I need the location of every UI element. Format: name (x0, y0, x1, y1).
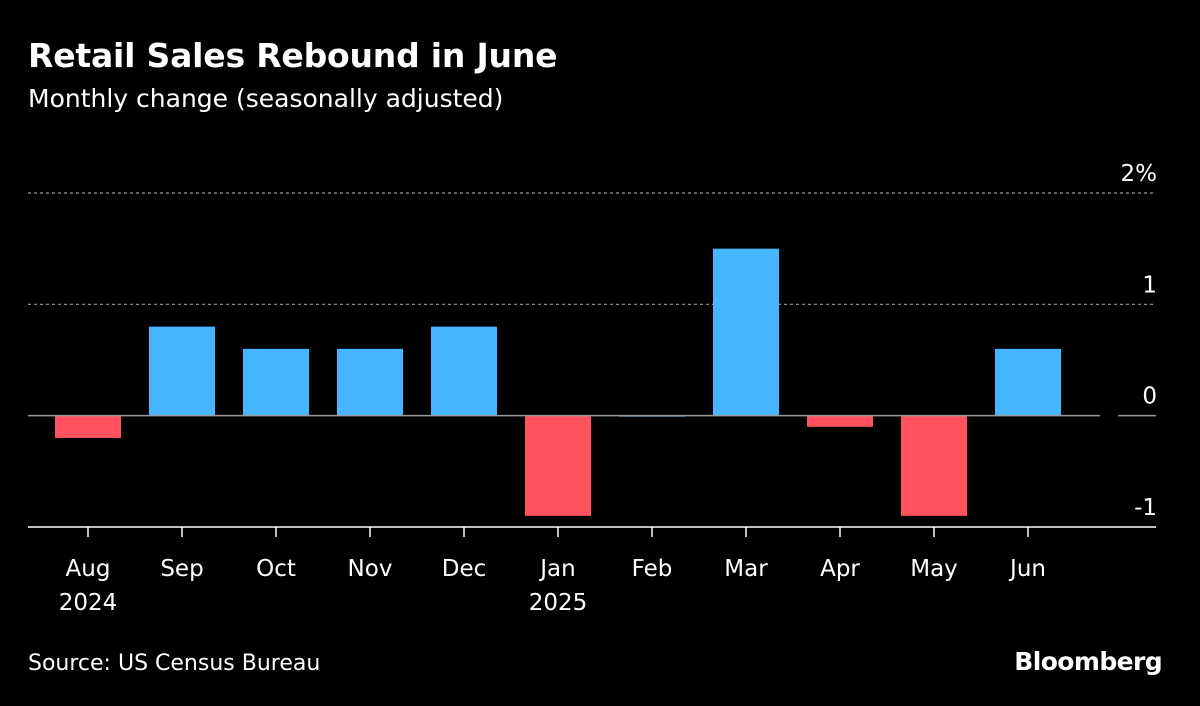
bloomberg-logo: Bloomberg (1014, 647, 1162, 676)
x-tick-label: Dec (442, 556, 487, 582)
bars (55, 248, 1061, 516)
x-tick-label: Apr (820, 556, 860, 582)
bar-aug (55, 415, 121, 438)
x-tick-label: Sep (160, 556, 203, 582)
x-tick-year-label: 2024 (59, 590, 118, 616)
source-note: Source: US Census Bureau (28, 651, 321, 676)
x-tick-label: Jan (538, 556, 575, 582)
bar-may (901, 415, 967, 516)
bar-apr (807, 415, 873, 427)
y-tick-label: 0 (1142, 384, 1157, 410)
gridlines (28, 192, 1156, 305)
bar-dec (431, 326, 497, 416)
bar-jun (995, 348, 1061, 416)
chart-title: Retail Sales Rebound in June (28, 36, 558, 75)
bar-sep (149, 326, 215, 416)
x-tick-label: Aug (66, 556, 111, 582)
y-axis-tick-labels: 2% 1 0 -1 (1121, 161, 1158, 521)
x-tick-label: Jun (1008, 556, 1046, 582)
x-tick-label: Feb (632, 556, 673, 582)
chart-subtitle: Monthly change (seasonally adjusted) (28, 84, 504, 113)
x-tick-label: May (910, 556, 958, 582)
bar-jan (525, 415, 591, 516)
x-axis-tick-labels: Aug 2024 Sep Oct Nov Dec Jan 2025 Feb Mar Apr May Ju… (59, 556, 1046, 616)
y-tick-label: -1 (1134, 495, 1157, 521)
x-tick-year-label: 2025 (529, 590, 588, 616)
y-tick-label: 1 (1142, 272, 1157, 298)
bar-mar (713, 248, 779, 416)
x-tick-label: Nov (348, 556, 393, 582)
x-tick-label: Mar (724, 556, 768, 582)
x-tick-label: Oct (256, 556, 296, 582)
y-tick-label: 2% (1121, 161, 1158, 187)
bar-oct (243, 348, 309, 416)
bar-nov (337, 348, 403, 416)
axes (28, 414, 1156, 537)
